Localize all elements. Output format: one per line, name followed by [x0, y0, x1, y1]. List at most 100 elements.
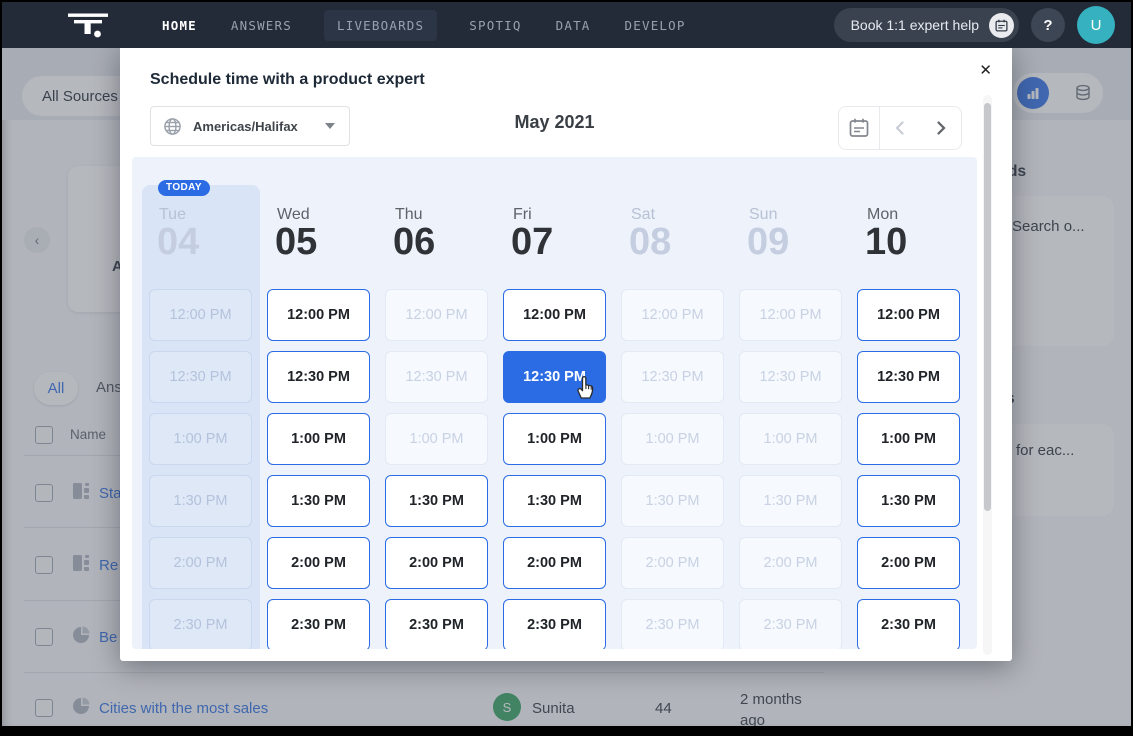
modal-scrollbar[interactable]: [983, 95, 992, 655]
time-slot[interactable]: 2:00 PM: [503, 537, 606, 589]
table-row: Sta: [2, 480, 1131, 510]
row-checkbox[interactable]: [35, 628, 53, 646]
time-slot[interactable]: 1:30 PM: [503, 475, 606, 527]
time-slot[interactable]: 12:00 PM: [857, 289, 960, 341]
chart-view-icon[interactable]: [1017, 77, 1049, 109]
pie-chart-icon: [72, 626, 90, 649]
time-slot[interactable]: 2:00 PM: [267, 537, 370, 589]
time-slot[interactable]: 2:00 PM: [857, 537, 960, 589]
nav-item-develop[interactable]: DEVELOP: [623, 10, 688, 41]
time-slot[interactable]: 1:30 PM: [857, 475, 960, 527]
data-view-icon[interactable]: [1074, 84, 1092, 107]
scrollbar-thumb[interactable]: [984, 103, 991, 511]
date-number: 05: [275, 221, 318, 263]
month-label: May 2021: [514, 112, 595, 132]
day-column-mon: Mon 10 12:00 PM 12:30 PM 1:00 PM 1:30 PM 2:00 …: [850, 157, 968, 649]
time-slot[interactable]: 1:00 PM: [503, 413, 606, 465]
time-slot[interactable]: 12:00 PM: [267, 289, 370, 341]
day-column-tue: TODAY Tue 04 12:00 PM 12:30 PM 1:00 PM 1:30 PM…: [142, 157, 260, 649]
time-slot: 12:00 PM: [739, 289, 842, 341]
row-checkbox[interactable]: [35, 556, 53, 574]
prev-week-button[interactable]: [880, 107, 920, 149]
timezone-select[interactable]: Americas/Halifax: [150, 106, 350, 146]
modal-title: Schedule time with a product expert: [150, 71, 425, 88]
tab-all[interactable]: All: [34, 372, 78, 405]
nav-item-answers[interactable]: ANSWERS: [229, 10, 294, 41]
calendar-nav-group: [838, 106, 962, 150]
time-slot[interactable]: 12:30 PM: [857, 351, 960, 403]
time-slot[interactable]: 1:00 PM: [857, 413, 960, 465]
liveboard-icon: [72, 554, 90, 577]
time-slot: 12:00 PM: [385, 289, 488, 341]
tab-answers[interactable]: Ans: [96, 379, 122, 396]
time-slot[interactable]: 1:30 PM: [385, 475, 488, 527]
nav-item-data[interactable]: DATA: [554, 10, 593, 41]
weekday-label: Tue: [159, 206, 186, 223]
close-icon[interactable]: ✕: [975, 57, 996, 83]
row-checkbox[interactable]: [35, 484, 53, 502]
chevron-down-icon: [325, 123, 335, 129]
time-slot[interactable]: 12:00 PM: [503, 289, 606, 341]
time-slot: 12:30 PM: [385, 351, 488, 403]
time-slot[interactable]: 1:00 PM: [267, 413, 370, 465]
time-slot[interactable]: 2:30 PM: [857, 599, 960, 649]
book-expert-button[interactable]: Book 1:1 expert help: [833, 8, 1019, 42]
thoughtspot-logo: [64, 10, 116, 40]
time-slot[interactable]: 2:00 PM: [385, 537, 488, 589]
time-slot: 2:00 PM: [621, 537, 724, 589]
date-number: 06: [393, 221, 436, 263]
time-slot: 2:30 PM: [149, 599, 252, 649]
time-slot: 1:30 PM: [739, 475, 842, 527]
time-slot: 1:30 PM: [149, 475, 252, 527]
right-panel-card-text: Search o...: [1012, 218, 1085, 235]
name-column-header: Name: [70, 427, 107, 442]
nav-item-home[interactable]: HOME: [160, 10, 199, 41]
time-slot[interactable]: 2:30 PM: [385, 599, 488, 649]
row-link[interactable]: Sta: [99, 485, 122, 502]
time-slot: 12:00 PM: [149, 289, 252, 341]
select-all-checkbox[interactable]: [35, 426, 53, 444]
next-week-button[interactable]: [921, 107, 961, 149]
owner-name: Sunita: [532, 700, 575, 717]
time-slot[interactable]: 2:30 PM: [267, 599, 370, 649]
row-link[interactable]: Re: [99, 557, 119, 574]
date-number: 07: [511, 221, 554, 263]
today-badge: TODAY: [158, 180, 210, 196]
views-count: 44: [655, 700, 672, 717]
time-slot: 1:00 PM: [739, 413, 842, 465]
weekday-label: Sun: [749, 206, 778, 223]
divider: [24, 672, 824, 673]
time-slot: 2:00 PM: [739, 537, 842, 589]
row-link[interactable]: Cities with the most sales: [99, 700, 269, 717]
time-slot[interactable]: 12:30 PM: [503, 351, 606, 403]
nav-menu: HOME ANSWERS LIVEBOARDS SPOTIQ DATA DEVELOP: [160, 9, 688, 41]
row-checkbox[interactable]: [35, 699, 53, 717]
time-slot: 12:00 PM: [621, 289, 724, 341]
row-link[interactable]: Be: [99, 629, 118, 646]
nav-right-cluster: Book 1:1 expert help ? U: [833, 6, 1115, 44]
date-number: 09: [747, 221, 790, 263]
date-number: 08: [629, 221, 672, 263]
modified-timestamp: 2 months ago: [740, 691, 802, 726]
day-column-sun: Sun 09 12:00 PM 12:30 PM 1:00 PM 1:30 PM 2:00 …: [732, 157, 850, 649]
table-row: Be: [2, 624, 1131, 654]
user-avatar[interactable]: U: [1077, 6, 1115, 44]
top-nav: HOME ANSWERS LIVEBOARDS SPOTIQ DATA DEVELOP B…: [2, 2, 1131, 48]
schedule-modal: ✕ Schedule time with a product expert Am…: [120, 45, 1012, 661]
calendar-view-button[interactable]: [839, 107, 881, 149]
nav-item-liveboards[interactable]: LIVEBOARDS: [324, 9, 438, 41]
calendar-icon: [989, 12, 1014, 38]
view-toggle[interactable]: [1013, 73, 1103, 113]
time-slot: 12:30 PM: [739, 351, 842, 403]
nav-item-spotiq[interactable]: SPOTIQ: [467, 10, 523, 41]
weekday-label: Thu: [395, 206, 423, 223]
time-slot[interactable]: 12:30 PM: [267, 351, 370, 403]
pie-chart-icon: [72, 697, 90, 720]
time-slot[interactable]: 1:30 PM: [267, 475, 370, 527]
carousel-prev-button[interactable]: ‹: [24, 227, 50, 253]
time-slot[interactable]: 2:30 PM: [503, 599, 606, 649]
day-column-sat: Sat 08 12:00 PM 12:30 PM 1:00 PM 1:30 PM 2:00 …: [614, 157, 732, 649]
help-button[interactable]: ?: [1031, 8, 1065, 42]
day-column-wed: Wed 05 12:00 PM 12:30 PM 1:00 PM 1:30 PM 2:00 …: [260, 157, 378, 649]
